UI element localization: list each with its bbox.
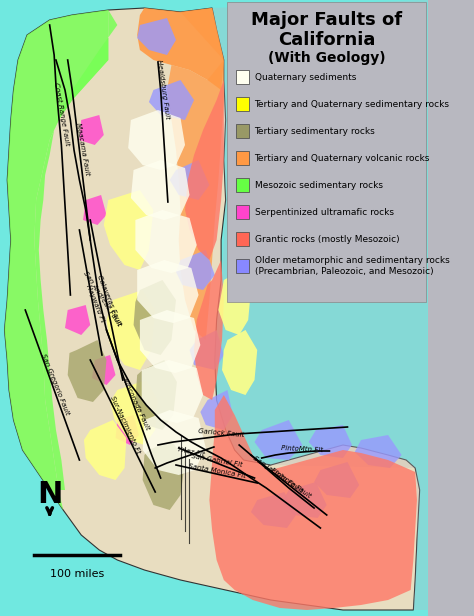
- Polygon shape: [219, 270, 251, 335]
- Bar: [237, 232, 249, 246]
- Polygon shape: [185, 80, 224, 260]
- Polygon shape: [107, 290, 155, 370]
- Polygon shape: [34, 10, 118, 490]
- Polygon shape: [149, 80, 194, 120]
- Text: Garlock Fault: Garlock Fault: [198, 428, 245, 438]
- Text: Mesozoic sedimentary rocks: Mesozoic sedimentary rocks: [255, 180, 383, 190]
- Polygon shape: [5, 10, 108, 510]
- Text: Older metamorphic and sedimentary rocks
(Precambrian, Paleozoic, and Mesozoic): Older metamorphic and sedimentary rocks …: [255, 256, 449, 276]
- Polygon shape: [110, 380, 158, 445]
- Polygon shape: [314, 462, 359, 498]
- Polygon shape: [176, 250, 215, 290]
- Polygon shape: [170, 160, 210, 200]
- Polygon shape: [142, 360, 203, 423]
- Bar: [237, 205, 249, 219]
- Bar: [237, 178, 249, 192]
- Bar: [237, 97, 249, 111]
- Text: Healdsburg Fault: Healdsburg Fault: [156, 59, 171, 120]
- Polygon shape: [140, 310, 201, 373]
- Polygon shape: [5, 8, 419, 610]
- Polygon shape: [136, 360, 177, 430]
- Text: Hayward Ft: Hayward Ft: [85, 284, 106, 323]
- Polygon shape: [83, 195, 107, 225]
- Text: Tertiary and Quaternary sedimentary rocks: Tertiary and Quaternary sedimentary rock…: [255, 100, 449, 108]
- Bar: [237, 259, 249, 273]
- Bar: [237, 151, 249, 165]
- Text: Tertiary and Quaternary volcanic rocks: Tertiary and Quaternary volcanic rocks: [255, 153, 430, 163]
- Text: PintoMtn Flt: PintoMtn Flt: [282, 445, 324, 453]
- Polygon shape: [65, 305, 90, 335]
- Bar: [237, 124, 249, 138]
- Polygon shape: [137, 260, 199, 323]
- Polygon shape: [309, 425, 352, 458]
- Polygon shape: [282, 482, 327, 518]
- Text: Major Faults of: Major Faults of: [251, 11, 402, 29]
- Polygon shape: [116, 415, 139, 445]
- Polygon shape: [137, 18, 176, 55]
- Text: Rinconada Fault: Rinconada Fault: [122, 377, 151, 431]
- Polygon shape: [0, 0, 428, 616]
- Text: Coast Range Fault: Coast Range Fault: [53, 83, 70, 147]
- Text: Quaternary sediments: Quaternary sediments: [255, 73, 356, 81]
- Text: Elsinore Fault: Elsinore Fault: [269, 466, 312, 499]
- Polygon shape: [251, 492, 296, 528]
- Text: San Gabriel Flt: San Gabriel Flt: [191, 453, 243, 468]
- Text: Santa Monica Flt: Santa Monica Flt: [188, 463, 246, 479]
- Text: California: California: [278, 31, 375, 49]
- Polygon shape: [92, 355, 116, 385]
- Polygon shape: [136, 210, 197, 273]
- Polygon shape: [190, 330, 224, 370]
- Polygon shape: [143, 440, 185, 510]
- Polygon shape: [210, 395, 417, 610]
- Text: Calaveras Fault: Calaveras Fault: [96, 275, 122, 327]
- Text: Ynez Flt: Ynez Flt: [177, 446, 205, 458]
- Text: N: N: [37, 479, 62, 508]
- Polygon shape: [80, 115, 104, 145]
- Polygon shape: [194, 260, 224, 400]
- Polygon shape: [104, 190, 154, 270]
- Text: 100 miles: 100 miles: [50, 569, 104, 579]
- Polygon shape: [143, 410, 206, 475]
- Text: (With Geology): (With Geology): [268, 51, 385, 65]
- Text: Sur-Nacimiento Ft: Sur-Nacimiento Ft: [109, 395, 142, 455]
- Polygon shape: [355, 435, 401, 468]
- Text: Maacama Fault: Maacama Fault: [75, 123, 90, 176]
- Polygon shape: [68, 340, 107, 402]
- Polygon shape: [201, 390, 233, 430]
- FancyBboxPatch shape: [228, 2, 426, 302]
- Text: San Gregorio Fault: San Gregorio Fault: [40, 352, 70, 415]
- Polygon shape: [134, 280, 176, 355]
- Text: San Jacinto Fault: San Jacinto Fault: [252, 455, 304, 494]
- Text: Grantic rocks (mostly Mesozoic): Grantic rocks (mostly Mesozoic): [255, 235, 399, 243]
- Polygon shape: [222, 330, 257, 395]
- Polygon shape: [137, 8, 224, 90]
- Polygon shape: [84, 420, 127, 480]
- Polygon shape: [131, 160, 190, 220]
- Text: San Andreas Fault: San Andreas Fault: [82, 270, 122, 327]
- Text: Serpentinized ultramafic rocks: Serpentinized ultramafic rocks: [255, 208, 393, 216]
- Polygon shape: [167, 8, 224, 340]
- Polygon shape: [212, 0, 428, 610]
- Bar: [237, 70, 249, 84]
- Polygon shape: [255, 420, 302, 460]
- Polygon shape: [128, 110, 185, 170]
- Text: Tertiary sedimentary rocks: Tertiary sedimentary rocks: [255, 126, 375, 136]
